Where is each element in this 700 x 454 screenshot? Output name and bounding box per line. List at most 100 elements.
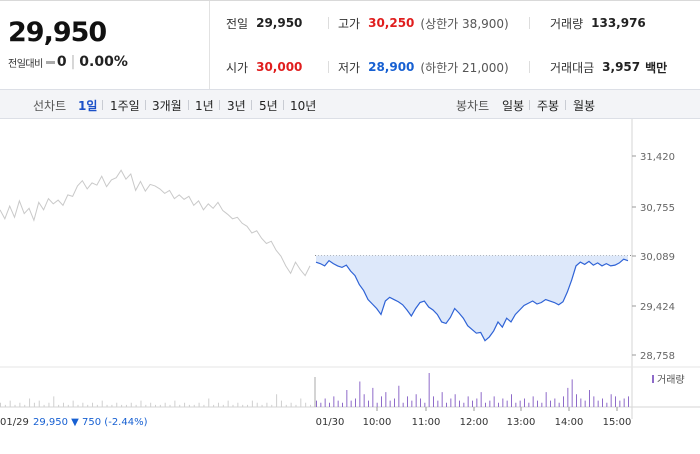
volume-bar-today [524, 398, 525, 407]
divider [283, 100, 284, 110]
volume-bar-prev [179, 404, 181, 407]
divider [529, 17, 530, 29]
volume-legend-swatch [652, 375, 654, 383]
volume-bar-prev [125, 404, 127, 407]
volume-bar-today [342, 402, 343, 407]
volume-bar-today [541, 402, 543, 407]
y-tick-label: 30,089 [640, 252, 675, 263]
volume-bar-today [498, 402, 499, 407]
volume-bar-today [532, 396, 534, 407]
candle-weekly[interactable]: 주봉 [537, 99, 560, 113]
volume-bar-today [489, 400, 491, 407]
volume-bar-today [346, 390, 348, 407]
volume-bar-today [333, 396, 335, 407]
volume-bar-prev [140, 400, 142, 407]
period-1d[interactable]: 1일 [78, 99, 98, 113]
stat-row-1: 전일 29,950 고가 30,250 (상한가 38,900) 거래량 133… [210, 1, 700, 45]
candle-daily[interactable]: 일봉 [502, 99, 525, 113]
volume-bar-today [563, 396, 564, 407]
stat-value: 30,000 [256, 60, 303, 74]
volume-bar-today [476, 398, 478, 407]
volume-bar-prev [290, 402, 292, 407]
volume-bar-prev [4, 404, 6, 407]
volume-bar-prev [29, 398, 31, 407]
stat-volume: 거래량 133,976 [550, 1, 646, 45]
volume-bar-today [463, 402, 465, 407]
period-3m[interactable]: 3개월 [152, 99, 182, 113]
prev-day-line [0, 169, 311, 277]
volume-bar-today [420, 398, 421, 407]
volume-bar-prev [159, 404, 161, 407]
x-tick-label: 15:00 [603, 417, 632, 428]
volume-bar-prev [155, 404, 156, 407]
volume-bar-today [558, 402, 560, 407]
volume-bar-prev [247, 404, 249, 407]
prev-day-summary: 29,950 ▼ 750 (-2.44%) [33, 417, 148, 428]
volume-bar-prev [87, 404, 89, 407]
volume-bar-today [437, 400, 439, 407]
volume-bar-today [329, 402, 330, 407]
volume-bar-today [589, 390, 590, 407]
divider [251, 100, 252, 110]
volume-bar-today [355, 398, 356, 407]
volume-bar-today [407, 396, 408, 407]
volume-bar-today [511, 394, 512, 407]
period-1y[interactable]: 1년 [195, 99, 214, 113]
volume-bar-today [450, 398, 452, 407]
period-3y[interactable]: 3년 [227, 99, 246, 113]
volume-bar-today [441, 392, 443, 407]
stat-unit: 백만 [645, 60, 668, 75]
change-rate: 0.00% [79, 54, 128, 70]
volume-bar-prev [116, 402, 118, 407]
volume-bar-today [376, 402, 378, 407]
stat-label: 고가 [338, 16, 361, 31]
volume-bar-prev [111, 404, 113, 407]
change-row: 전일대비 0 | 0.00% [8, 54, 128, 70]
stat-label: 전일 [226, 16, 249, 31]
volume-bar-today [428, 373, 430, 407]
volume-bar-prev [150, 402, 152, 407]
volume-bar-prev [106, 404, 108, 407]
x-tick-label: 10:00 [363, 417, 392, 428]
divider [529, 61, 530, 73]
period-5y[interactable]: 5년 [259, 99, 278, 113]
stat-label: 시가 [226, 60, 249, 75]
period-10y[interactable]: 10년 [290, 99, 317, 113]
volume-bar-today [554, 398, 556, 407]
stat-label: 거래량 [550, 16, 584, 31]
stat-value: 133,976 [591, 16, 646, 30]
volume-bar-today [615, 396, 616, 407]
volume-bar-today [623, 398, 625, 407]
period-1w[interactable]: 1주일 [110, 99, 140, 113]
volume-bar-prev [217, 402, 219, 407]
change-label: 전일대비 [8, 58, 43, 70]
volume-bar-prev [266, 402, 268, 407]
stat-value: 30,250 [368, 16, 415, 30]
volume-bar-prev [310, 404, 311, 407]
volume-bar-today [567, 387, 569, 407]
volume-bar-today [597, 400, 599, 407]
volume-bar-today [502, 398, 504, 407]
volume-bar-today [320, 402, 322, 407]
volume-bar-prev [82, 402, 84, 407]
volume-bar-today [584, 400, 586, 407]
volume-bar-today [493, 396, 495, 407]
volume-bar-today [424, 402, 426, 407]
divider [188, 100, 189, 110]
volume-bar-today [433, 396, 434, 407]
stat-value: 3,957 [602, 60, 641, 74]
candle-monthly[interactable]: 월봉 [573, 99, 596, 113]
x-tick-label: 14:00 [555, 417, 584, 428]
limit-up: (상한가 38,900) [420, 16, 509, 31]
volume-bar-prev [271, 404, 273, 407]
stat-open: 시가 30,000 [226, 45, 302, 89]
volume-bar-today [446, 402, 447, 407]
volume-bar-prev [33, 402, 35, 407]
volume-bar-today [571, 379, 573, 407]
volume-bar-prev [193, 404, 195, 407]
volume-bar-today [576, 394, 577, 407]
line-chart-label: 선차트 [33, 99, 67, 113]
volume-bar-prev [261, 404, 263, 407]
volume-bar-today [472, 400, 473, 407]
today-label: 01/30 [316, 417, 345, 428]
